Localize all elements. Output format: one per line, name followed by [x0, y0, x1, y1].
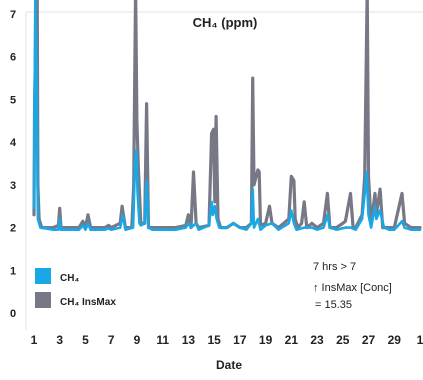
legend-swatch-ch4-insmax: [35, 292, 51, 308]
legend-label-ch4-insmax: CH₄ InsMax: [60, 297, 116, 308]
series-line-ch4-insmax: [32, 0, 422, 230]
y-tick-label: 1: [10, 265, 16, 277]
legend-label-ch4: CH₄: [60, 273, 79, 284]
x-tick-label: 19: [259, 333, 273, 347]
series-line-ch4: [32, 0, 422, 231]
x-tick-label: 13: [182, 333, 196, 347]
x-tick-label: 7: [108, 333, 115, 347]
annotation-line-1: 7 hrs > 7: [313, 261, 356, 273]
x-tick-label: 21: [285, 333, 299, 347]
x-tick-label: 1: [417, 333, 423, 347]
x-tick-label: 9: [134, 333, 141, 347]
x-axis-label: Date: [216, 358, 242, 372]
annotation-line-2: ↑ InsMax [Conc]: [313, 282, 392, 294]
y-tick-label: 0: [10, 308, 16, 320]
x-tick-label: 1: [31, 333, 38, 347]
x-tick-label: 17: [233, 333, 247, 347]
x-tick-label: 5: [82, 333, 89, 347]
chart-title: CH₄ (ppm): [193, 15, 258, 30]
y-tick-label: 6: [10, 52, 16, 64]
y-axis-ticks: 0 1 2 3 4 5 6 7: [10, 9, 17, 320]
x-tick-label: 25: [336, 333, 350, 347]
y-tick-label: 3: [10, 180, 16, 192]
legend: CH₄ CH₄ InsMax: [35, 268, 116, 308]
x-tick-label: 15: [207, 333, 221, 347]
annotation-line-3: = 15.35: [315, 299, 352, 311]
x-tick-label: 3: [56, 333, 63, 347]
x-tick-label: 27: [362, 333, 376, 347]
y-tick-label: 2: [10, 223, 16, 235]
series-layer: [32, 0, 422, 231]
y-tick-label: 5: [10, 94, 16, 106]
x-tick-label: 23: [310, 333, 324, 347]
annotation-box: 7 hrs > 7 ↑ InsMax [Conc] = 15.35: [313, 261, 392, 311]
y-tick-label: 4: [10, 137, 17, 149]
x-tick-label: 11: [156, 333, 169, 347]
x-tick-label: 29: [388, 333, 402, 347]
legend-swatch-ch4: [35, 268, 51, 284]
x-axis-ticks: 1 3 5 7 9 11 13 15 17 19 21 23 25 27 29 1: [31, 333, 423, 347]
y-tick-label: 7: [10, 9, 16, 21]
